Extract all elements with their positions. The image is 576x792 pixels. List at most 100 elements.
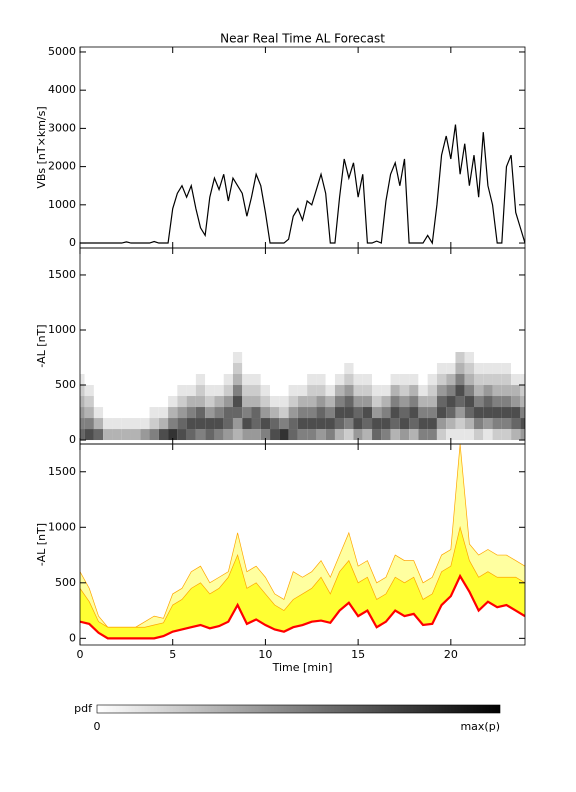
pdf-cell [455,407,465,419]
pdf-cell [399,351,410,364]
pdf-cell [492,407,502,419]
pdf-cell [242,429,252,441]
pdf-cell [80,396,85,408]
pdf-cell [492,385,502,397]
pdf-cell [205,351,215,364]
pdf-cell [177,385,187,397]
pdf-cell [121,418,131,430]
pdf-cell [316,396,326,408]
pdf-cell [168,429,178,441]
pdf-cell [260,429,271,441]
pdf-cell [436,396,447,408]
pdf-cell [390,385,400,397]
pdf-cell [186,429,196,441]
pdf-cell [93,385,104,397]
pdf-cell [251,374,261,386]
pdf-cell [381,418,391,430]
pdf-cell [223,374,233,386]
pdf-cell [399,396,410,408]
pdf-cell [427,429,437,441]
pdf-cell [427,374,437,386]
pdf-cell [140,418,150,430]
pdf-cell [177,374,187,386]
pdf-cell [409,418,419,430]
pdf-cell [149,418,159,430]
pdf-cell [279,418,289,430]
pdf-cell [186,374,196,386]
pdf-cell [130,418,141,430]
pdf-cell [436,374,447,386]
pdf-cell [483,418,493,430]
pdf-cell [186,396,196,408]
x-tick-label: 0 [77,648,84,661]
pdf-cell [325,418,335,430]
pdf-cell [483,396,493,408]
pdf-cell [168,407,178,419]
pdf-cell [353,429,363,441]
pdf-cell [492,429,502,441]
pdf-cell [270,351,280,364]
pdf-cell [84,418,94,430]
pdf-cell [455,418,465,430]
pdf-cell [251,351,261,364]
pdf-cell [279,351,289,364]
pdf-cell [372,363,382,375]
chart-title: Near Real Time AL Forecast [220,32,385,46]
pdf-cell [112,429,122,441]
pdf-cell [325,363,335,375]
pdf-cell [334,418,345,430]
pdf-cell [80,418,85,430]
plot-area [80,124,525,245]
y-tick-label: 1000 [48,198,76,211]
pdf-cell [270,429,280,441]
x-tick-label: 15 [351,648,365,661]
pdf-cell [362,351,373,364]
pdf-cell [103,374,113,386]
pdf-cell [260,363,271,375]
pdf-cell [140,351,150,364]
pdf-cell [270,418,280,430]
pdf-cell [399,407,410,419]
pdf-cell [195,418,206,430]
pdf-cell [362,429,373,441]
pdf-cell [103,429,113,441]
pdf-cell [436,385,447,397]
forecast-line [80,573,525,640]
pdf-cell [325,351,335,364]
pdf-cell [455,351,465,364]
pdf-cell [140,429,150,441]
pdf-cell [307,374,317,386]
pdf-cell [158,374,169,386]
pdf-cell [223,385,233,397]
pdf-cell [455,374,465,386]
pdf-cell [409,351,419,364]
pdf-cell [372,396,382,408]
pdf-cell [288,418,298,430]
pdf-cell [84,396,94,408]
y-tick-label: 3000 [48,121,76,134]
pdf-cell [103,407,113,419]
pdf-cell [103,385,113,397]
pdf-cell [130,407,141,419]
pdf-cell [279,396,289,408]
pdf-cell [112,418,122,430]
pdf-cell [270,385,280,397]
pdf-cell [251,407,261,419]
pdf-cell [279,429,289,441]
pdf-cell [334,396,345,408]
pdf-cell [223,429,233,441]
pdf-cell [140,374,150,386]
pdf-cell [353,396,363,408]
pdf-cell [112,363,122,375]
pdf-cell [121,429,131,441]
pdf-cell [446,374,456,386]
pdf-cell [474,418,484,430]
pdf-cell [316,429,326,441]
pdf-cell [232,407,243,419]
pdf-cell [121,407,131,419]
pdf-cell [483,407,493,419]
pdf-cell [232,429,243,441]
pdf-cell [242,363,252,375]
pdf-cell [353,407,363,419]
pdf-cell [270,407,280,419]
